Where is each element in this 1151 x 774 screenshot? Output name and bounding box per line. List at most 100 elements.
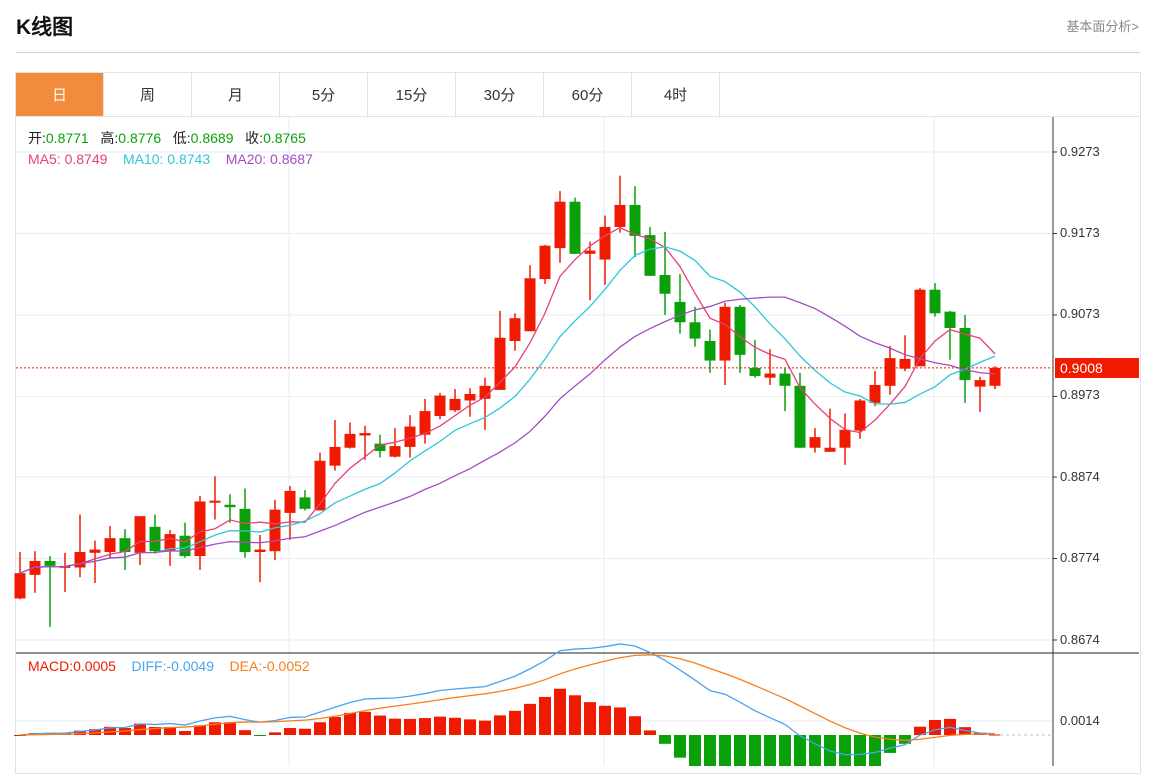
macd-bar	[839, 735, 851, 766]
candle-up	[584, 250, 596, 254]
macd-bar	[764, 735, 776, 766]
tab-week[interactable]: 周	[104, 73, 192, 116]
period-tabs: 日 周 月 5分 15分 30分 60分 4时	[16, 73, 1139, 117]
candle-down	[929, 289, 941, 314]
high-value: 0.8776	[118, 130, 162, 146]
candle-up	[914, 289, 926, 367]
ma10-line	[19, 246, 996, 574]
macd-bar	[569, 695, 581, 735]
candle-up	[464, 393, 476, 401]
macd-bar	[389, 718, 401, 735]
candle-down	[119, 538, 131, 553]
tab-day[interactable]: 日	[16, 73, 104, 116]
candle-down	[374, 443, 386, 451]
macd-bar	[779, 735, 791, 766]
candle-up	[89, 549, 101, 553]
candle-down	[734, 306, 746, 355]
macd-bar	[149, 726, 161, 735]
macd-bar	[584, 702, 596, 735]
macd-bar	[284, 728, 296, 735]
macd-bar	[599, 705, 611, 735]
header-divider	[16, 52, 1140, 53]
candle-down	[299, 497, 311, 509]
candle-up	[14, 573, 26, 599]
candle-up	[434, 395, 446, 416]
dea-line	[19, 654, 996, 741]
ma5-line	[19, 226, 996, 574]
candle-down	[704, 341, 716, 361]
candle-up	[164, 534, 176, 552]
macd-bar	[509, 710, 521, 735]
tab-15min[interactable]: 15分	[368, 73, 456, 116]
macd-bar	[179, 730, 191, 735]
candle-down	[179, 535, 191, 557]
macd-bar	[419, 718, 431, 735]
open-value: 0.8771	[45, 130, 89, 146]
macd-bar	[449, 717, 461, 735]
ma10-value: MA10: 0.8743	[122, 151, 211, 167]
macd-bar	[629, 716, 641, 735]
candle-up	[719, 306, 731, 361]
tab-month[interactable]: 月	[192, 73, 280, 116]
close-label: 收:	[245, 130, 264, 146]
macd-bar	[554, 688, 566, 735]
candle-down	[149, 526, 161, 552]
candle-down	[224, 504, 236, 508]
current-price-label: 0.9008	[1055, 358, 1139, 378]
tab-5min[interactable]: 5分	[280, 73, 368, 116]
price-tick: 0.9173	[1060, 225, 1100, 240]
ma20-line	[19, 296, 996, 574]
candle-up	[269, 509, 281, 552]
candle-up	[254, 549, 266, 553]
macd-tick: 0.0014	[1060, 713, 1100, 728]
macd-bar	[704, 735, 716, 766]
candle-up	[404, 426, 416, 447]
candle-down	[749, 367, 761, 377]
macd-bar	[689, 735, 701, 766]
macd-bar	[299, 728, 311, 735]
price-tick: 0.9273	[1060, 144, 1100, 159]
candle-up	[854, 400, 866, 431]
candle-down	[44, 560, 56, 566]
price-tick: 0.9073	[1060, 306, 1100, 321]
macd-bar	[74, 730, 86, 735]
macd-bar	[329, 716, 341, 735]
candle-up	[419, 411, 431, 435]
macd-bar	[644, 730, 656, 735]
candle-down	[659, 275, 671, 294]
price-tick: 0.8774	[1060, 550, 1100, 565]
candle-up	[104, 538, 116, 553]
macd-bar	[524, 703, 536, 735]
diff-value: DIFF:-0.0049	[131, 658, 214, 674]
candle-down	[689, 322, 701, 339]
macd-bar	[674, 735, 686, 758]
macd-bar	[464, 719, 476, 735]
candle-down	[629, 204, 641, 236]
candle-down	[959, 327, 971, 381]
macd-value: MACD:0.0005	[28, 658, 116, 674]
tab-60min[interactable]: 60分	[544, 73, 632, 116]
candle-up	[809, 437, 821, 448]
diff-line	[19, 643, 996, 756]
open-label: 开:	[28, 130, 46, 146]
candle-up	[869, 385, 881, 403]
tab-30min[interactable]: 30分	[456, 73, 544, 116]
macd-bar	[359, 711, 371, 735]
price-tick: 0.8674	[1060, 632, 1100, 647]
tab-4hour[interactable]: 4时	[632, 73, 720, 116]
macd-bar	[224, 722, 236, 735]
candle-up	[989, 367, 1001, 386]
price-tick: 0.8874	[1060, 469, 1100, 484]
candle-up	[524, 278, 536, 332]
page-title: K线图	[16, 16, 74, 39]
candle-up	[554, 201, 566, 249]
candle-up	[74, 552, 86, 568]
macd-bar	[494, 715, 506, 735]
fundamental-analysis-link[interactable]: 基本面分析>	[1066, 19, 1139, 34]
macd-bar	[164, 726, 176, 735]
macd-bar	[269, 732, 281, 735]
candle-up	[614, 204, 626, 227]
candle-up	[974, 380, 986, 387]
macd-bar	[659, 735, 671, 744]
